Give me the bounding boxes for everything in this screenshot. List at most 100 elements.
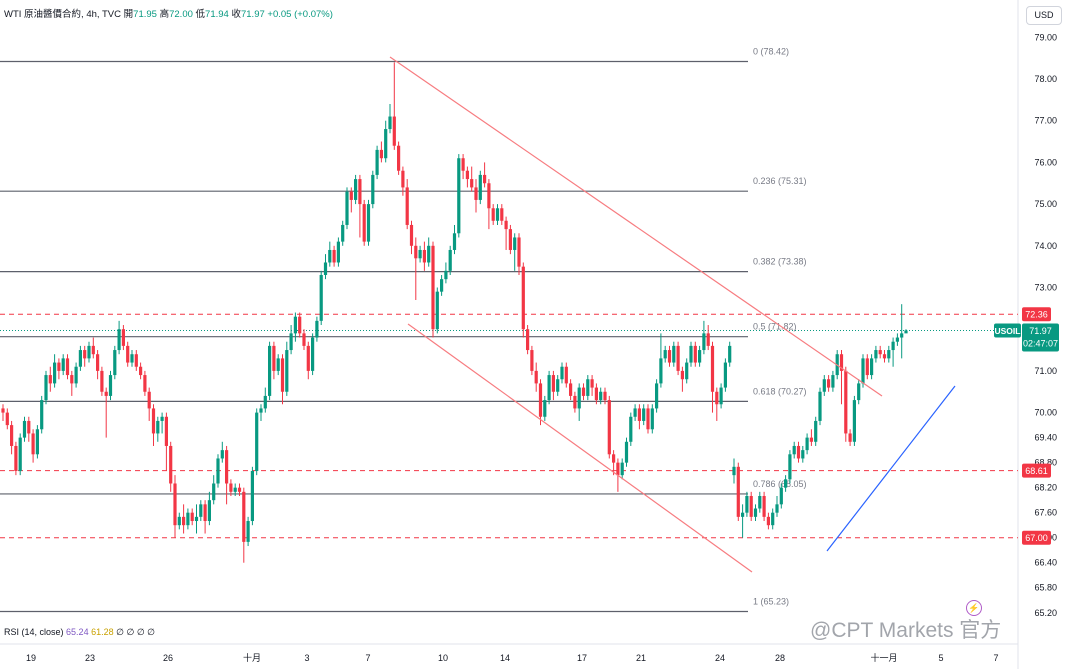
low-value: 71.94 bbox=[205, 9, 229, 20]
candle bbox=[483, 162, 487, 188]
candle bbox=[100, 366, 104, 396]
candle-body bbox=[194, 516, 199, 522]
candle bbox=[117, 320, 121, 355]
x-tick-label: 十月 bbox=[243, 652, 261, 663]
candle bbox=[151, 404, 156, 446]
candle-body bbox=[78, 350, 82, 367]
candle-body bbox=[556, 379, 560, 392]
candle-body bbox=[392, 116, 396, 146]
candle-body bbox=[586, 379, 590, 396]
candle bbox=[302, 329, 306, 351]
candle bbox=[268, 341, 272, 401]
candle bbox=[130, 350, 134, 367]
candle-body bbox=[444, 270, 448, 280]
candle bbox=[569, 379, 573, 401]
x-tick-label: 24 bbox=[715, 653, 725, 663]
candle bbox=[667, 345, 672, 367]
candle-body bbox=[91, 345, 95, 355]
candle-body bbox=[311, 337, 315, 371]
candle bbox=[521, 262, 525, 338]
candle bbox=[57, 358, 61, 380]
candle-body bbox=[108, 375, 113, 396]
x-tick-label: 7 bbox=[365, 653, 370, 663]
candle-body bbox=[504, 220, 508, 230]
candle-body bbox=[599, 391, 603, 401]
candle-body bbox=[818, 391, 822, 421]
candle bbox=[504, 216, 508, 250]
candle-body bbox=[822, 379, 826, 392]
candle-body bbox=[246, 521, 250, 542]
candle bbox=[573, 391, 577, 413]
candle bbox=[156, 416, 160, 442]
candle-body bbox=[594, 387, 598, 401]
candle bbox=[676, 341, 680, 376]
candle-body bbox=[117, 329, 121, 351]
currency-button[interactable]: USD bbox=[1026, 6, 1062, 25]
candle-body bbox=[633, 408, 637, 417]
candle-body bbox=[521, 266, 525, 330]
candle-body bbox=[358, 179, 362, 205]
candle bbox=[452, 224, 457, 255]
candle bbox=[680, 366, 684, 392]
x-tick-label: 26 bbox=[163, 653, 173, 663]
candle-body bbox=[190, 512, 194, 522]
candle bbox=[35, 425, 39, 459]
candle bbox=[796, 441, 801, 463]
candle-body bbox=[771, 512, 775, 526]
y-tick-label: 73.00 bbox=[1034, 283, 1057, 293]
candle-body bbox=[517, 237, 521, 267]
candle-body bbox=[801, 450, 805, 459]
candle bbox=[220, 441, 224, 463]
rsi-legend[interactable]: RSI (14, close) 65.24 61.28 ∅ ∅ ∅ ∅ bbox=[4, 627, 155, 638]
y-tick-label: 75.00 bbox=[1034, 199, 1057, 209]
candle bbox=[306, 341, 310, 380]
candle bbox=[375, 145, 379, 180]
candle-body bbox=[212, 483, 216, 501]
rsi-ma-value: 61.28 bbox=[91, 627, 114, 637]
candle-body bbox=[745, 496, 749, 513]
candle bbox=[354, 174, 358, 205]
candle-body bbox=[887, 350, 891, 359]
candle bbox=[805, 433, 809, 455]
candle-body bbox=[151, 408, 156, 434]
candle-body bbox=[134, 354, 138, 367]
high-label: 高 bbox=[159, 9, 170, 20]
candle bbox=[10, 420, 14, 455]
y-tick-label: 65.80 bbox=[1034, 583, 1057, 593]
y-tick-label: 68.80 bbox=[1034, 458, 1057, 468]
candle bbox=[543, 395, 547, 421]
candle bbox=[655, 379, 659, 413]
candle-body bbox=[508, 229, 512, 250]
candle-body bbox=[164, 416, 168, 446]
candle bbox=[427, 237, 431, 267]
candle bbox=[405, 179, 409, 230]
candle-body bbox=[255, 412, 259, 471]
lightning-icon[interactable]: ⚡ bbox=[966, 600, 982, 616]
trendline-channel-lower bbox=[407, 323, 753, 573]
candle bbox=[199, 500, 203, 522]
candle-body bbox=[538, 383, 543, 417]
candle bbox=[91, 337, 95, 359]
candle bbox=[362, 199, 366, 246]
price-line-tag bbox=[1022, 530, 1051, 545]
candle-body bbox=[642, 408, 646, 421]
candle bbox=[212, 475, 216, 505]
candle bbox=[190, 508, 194, 526]
candle bbox=[237, 483, 242, 496]
candle bbox=[857, 379, 861, 405]
candle bbox=[229, 479, 233, 496]
candle-body bbox=[663, 350, 667, 359]
candle bbox=[182, 504, 186, 534]
candle-body bbox=[422, 249, 426, 263]
candle bbox=[422, 241, 426, 271]
candle-body bbox=[306, 345, 310, 371]
candle bbox=[336, 237, 340, 267]
candle bbox=[108, 370, 113, 401]
candle bbox=[384, 120, 388, 163]
candle bbox=[698, 345, 702, 367]
candle-body bbox=[762, 496, 766, 517]
candle bbox=[659, 333, 663, 388]
candle-body bbox=[590, 379, 594, 388]
candle-body bbox=[397, 145, 401, 171]
